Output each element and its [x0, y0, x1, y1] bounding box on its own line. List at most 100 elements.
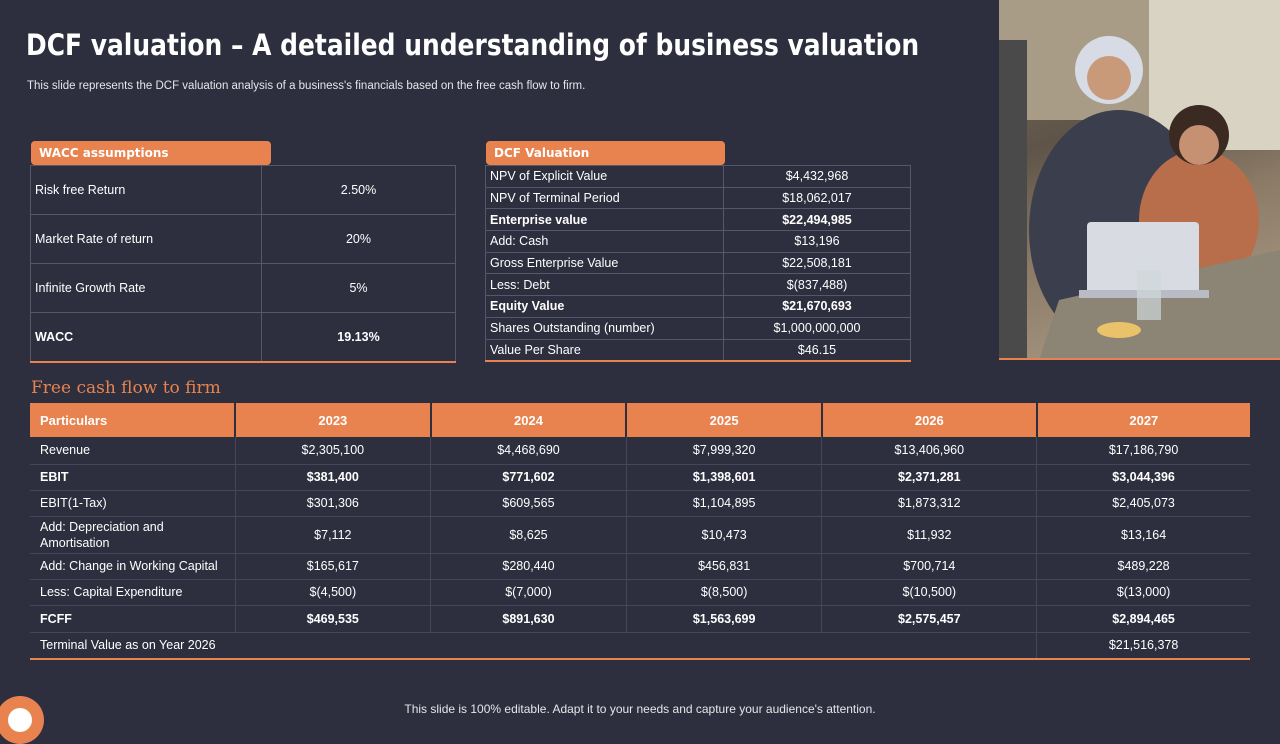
column-header: Particulars — [30, 403, 236, 437]
row-value: $165,617 — [234, 553, 431, 580]
dcf-value: $(837,488) — [723, 273, 911, 297]
wacc-label: Market Rate of return — [30, 214, 262, 264]
terminal-value: $21,516,378 — [1036, 632, 1250, 660]
wacc-value: 20% — [261, 214, 456, 264]
row-value: $4,468,690 — [430, 437, 627, 465]
row-value: $280,440 — [430, 553, 627, 580]
dcf-value: $46.15 — [723, 338, 911, 362]
row-value: $(13,000) — [1036, 579, 1250, 606]
column-header: 2024 — [430, 403, 628, 437]
terminal-value-label: Terminal Value as on Year 2026 — [30, 632, 1037, 660]
dcf-label: NPV of Explicit Value — [485, 165, 724, 188]
fcf-heading: Free cash flow to firm — [31, 378, 221, 398]
row-label: Add: Depreciation and Amortisation — [30, 516, 235, 554]
page-subtitle: This slide represents the DCF valuation … — [27, 80, 586, 92]
dcf-value: $13,196 — [723, 230, 911, 253]
row-value: $301,306 — [234, 490, 431, 517]
row-value: $7,112 — [234, 516, 431, 554]
wacc-value: 2.50% — [261, 165, 456, 215]
table-row: Shares Outstanding (number) $1,000,000,00… — [485, 316, 911, 340]
row-value: $2,405,073 — [1036, 490, 1250, 517]
dcf-heading-label: DCF Valuation — [494, 146, 590, 160]
column-header: 2027 — [1036, 403, 1250, 437]
table-row: Add: Change in Working Capital $165,617 $2… — [30, 553, 1250, 580]
row-value: $2,575,457 — [821, 605, 1037, 633]
row-value: $2,894,465 — [1036, 605, 1250, 633]
row-value: $2,371,281 — [821, 464, 1037, 491]
dcf-label: Shares Outstanding (number) — [485, 316, 724, 340]
wacc-value: 5% — [261, 263, 456, 313]
row-value: $1,563,699 — [625, 605, 822, 633]
row-label: EBIT(1-Tax) — [30, 490, 235, 517]
table-row: EBIT $381,400 $771,602 $1,398,601 $2,371,281… — [30, 464, 1250, 491]
row-value: $(4,500) — [234, 579, 431, 606]
wacc-heading: WACC assumptions — [31, 141, 271, 165]
dcf-label: NPV of Terminal Period — [485, 186, 724, 210]
row-value: $(10,500) — [821, 579, 1037, 606]
row-label: FCFF — [30, 605, 235, 633]
table-row: WACC 19.13% — [30, 312, 456, 363]
row-value: $(8,500) — [625, 579, 822, 606]
dcf-value: $21,670,693 — [723, 295, 911, 318]
dcf-value: $1,000,000,000 — [723, 316, 911, 340]
table-row: Infinite Growth Rate 5% — [30, 263, 456, 313]
dcf-label: Enterprise value — [485, 208, 724, 232]
table-row: Add: Cash $13,196 — [485, 230, 911, 253]
wacc-heading-label: WACC assumptions — [39, 146, 169, 160]
row-value: $891,630 — [430, 605, 627, 633]
people-laptop-image — [999, 0, 1280, 358]
row-value: $10,473 — [625, 516, 822, 554]
table-row: Enterprise value $22,494,985 — [485, 208, 911, 232]
dcf-label: Value Per Share — [485, 338, 724, 362]
table-row: Gross Enterprise Value $22,508,181 — [485, 251, 911, 275]
table-row: Equity Value $21,670,693 — [485, 295, 911, 318]
row-value: $700,714 — [821, 553, 1037, 580]
wacc-table: Risk free Return 2.50% Market Rate of re… — [30, 165, 456, 363]
row-value: $11,932 — [821, 516, 1037, 554]
row-value: $771,602 — [430, 464, 627, 491]
office-photo — [999, 0, 1280, 360]
row-value: $3,044,396 — [1036, 464, 1250, 491]
table-row: NPV of Explicit Value $4,432,968 — [485, 165, 911, 188]
dcf-label: Gross Enterprise Value — [485, 251, 724, 275]
table-header-row: Particulars 2023 2024 2025 2026 2027 — [30, 403, 1250, 437]
row-value: $456,831 — [625, 553, 822, 580]
row-value: $489,228 — [1036, 553, 1250, 580]
wacc-label: Infinite Growth Rate — [30, 263, 262, 313]
column-header: 2025 — [626, 403, 823, 437]
row-value: $7,999,320 — [625, 437, 822, 465]
dcf-table: NPV of Explicit Value $4,432,968 NPV of T… — [485, 165, 911, 363]
row-value: $2,305,100 — [234, 437, 431, 465]
row-label: Revenue — [30, 437, 235, 465]
table-row: Revenue $2,305,100 $4,468,690 $7,999,320 $13… — [30, 437, 1250, 465]
row-label: Less: Capital Expenditure — [30, 579, 235, 606]
dcf-value: $18,062,017 — [723, 186, 911, 210]
row-value: $13,164 — [1036, 516, 1250, 554]
wacc-label: Risk free Return — [30, 165, 262, 215]
row-value: $1,104,895 — [625, 490, 822, 517]
dcf-label: Add: Cash — [485, 230, 724, 253]
table-row: Add: Depreciation and Amortisation $7,112… — [30, 516, 1250, 554]
dcf-label: Less: Debt — [485, 273, 724, 297]
page-title: DCF valuation – A detailed understanding… — [26, 28, 920, 62]
table-row: NPV of Terminal Period $18,062,017 — [485, 186, 911, 210]
terminal-value-row: Terminal Value as on Year 2026 $21,516,37… — [30, 632, 1250, 660]
row-value: $1,873,312 — [821, 490, 1037, 517]
row-label: EBIT — [30, 464, 235, 491]
row-value: $(7,000) — [430, 579, 627, 606]
table-row: EBIT(1-Tax) $301,306 $609,565 $1,104,895 $1,… — [30, 490, 1250, 517]
wacc-value: 19.13% — [261, 312, 456, 363]
row-value: $609,565 — [430, 490, 627, 517]
row-value: $17,186,790 — [1036, 437, 1250, 465]
row-value: $469,535 — [234, 605, 431, 633]
dcf-value: $22,508,181 — [723, 251, 911, 275]
dcf-heading: DCF Valuation — [486, 141, 725, 165]
fcf-table: Particulars 2023 2024 2025 2026 2027 Rev… — [30, 403, 1250, 660]
row-value: $8,625 — [430, 516, 627, 554]
column-header: 2023 — [235, 403, 432, 437]
table-row: Market Rate of return 20% — [30, 214, 456, 264]
table-row: Less: Debt $(837,488) — [485, 273, 911, 297]
footer-note: This slide is 100% editable. Adapt it to… — [404, 702, 876, 716]
row-value: $381,400 — [234, 464, 431, 491]
column-header: 2026 — [821, 403, 1038, 437]
